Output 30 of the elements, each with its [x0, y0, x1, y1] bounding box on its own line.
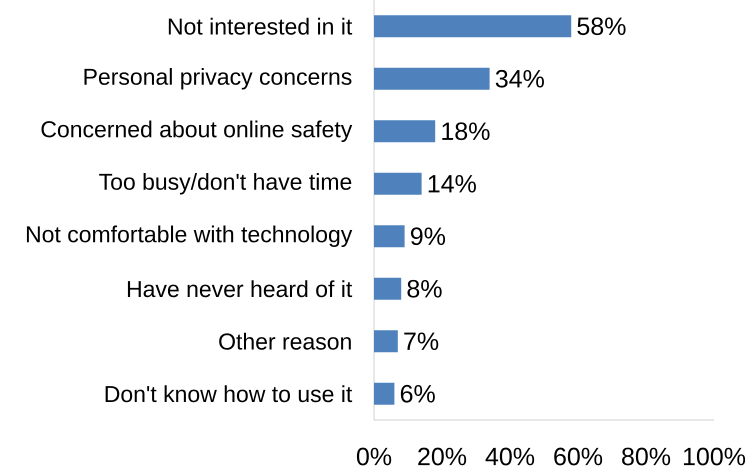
x-tick-label: 60% [554, 448, 602, 466]
y-tick-label: Don't know how to use it [106, 385, 352, 402]
x-tick-label: 40% [486, 448, 534, 466]
bar [374, 120, 436, 142]
data-label: 8% [407, 280, 442, 298]
data-label: 18% [442, 122, 490, 140]
data-label: 7% [404, 332, 438, 350]
y-tick-label: Not interested in it [168, 18, 352, 35]
y-tick-label: Too busy/don't have time [99, 173, 352, 194]
data-label: 6% [400, 384, 435, 403]
bar [374, 225, 405, 248]
x-tick-label: 20% [418, 448, 466, 466]
y-tick-label: Concerned about online safety [42, 120, 352, 142]
data-label: 14% [428, 175, 476, 192]
bar [374, 172, 422, 195]
x-tick-label: 80% [622, 448, 670, 466]
x-tick-label: 0% [356, 448, 392, 466]
y-tick-label: Personal privacy concerns [84, 68, 352, 90]
y-tick-label: Not comfortable with technology [26, 226, 352, 247]
data-label: 9% [410, 227, 446, 246]
bar [374, 15, 572, 38]
bar [374, 382, 394, 405]
bar [374, 278, 402, 300]
x-tick-label: 100% [684, 448, 746, 466]
data-label: 58% [577, 17, 626, 36]
y-tick-label: Have never heard of it [128, 280, 352, 298]
bar [374, 330, 398, 352]
bar [374, 68, 490, 90]
data-label: 34% [496, 70, 544, 88]
y-tick-label: Other reason [219, 332, 351, 350]
